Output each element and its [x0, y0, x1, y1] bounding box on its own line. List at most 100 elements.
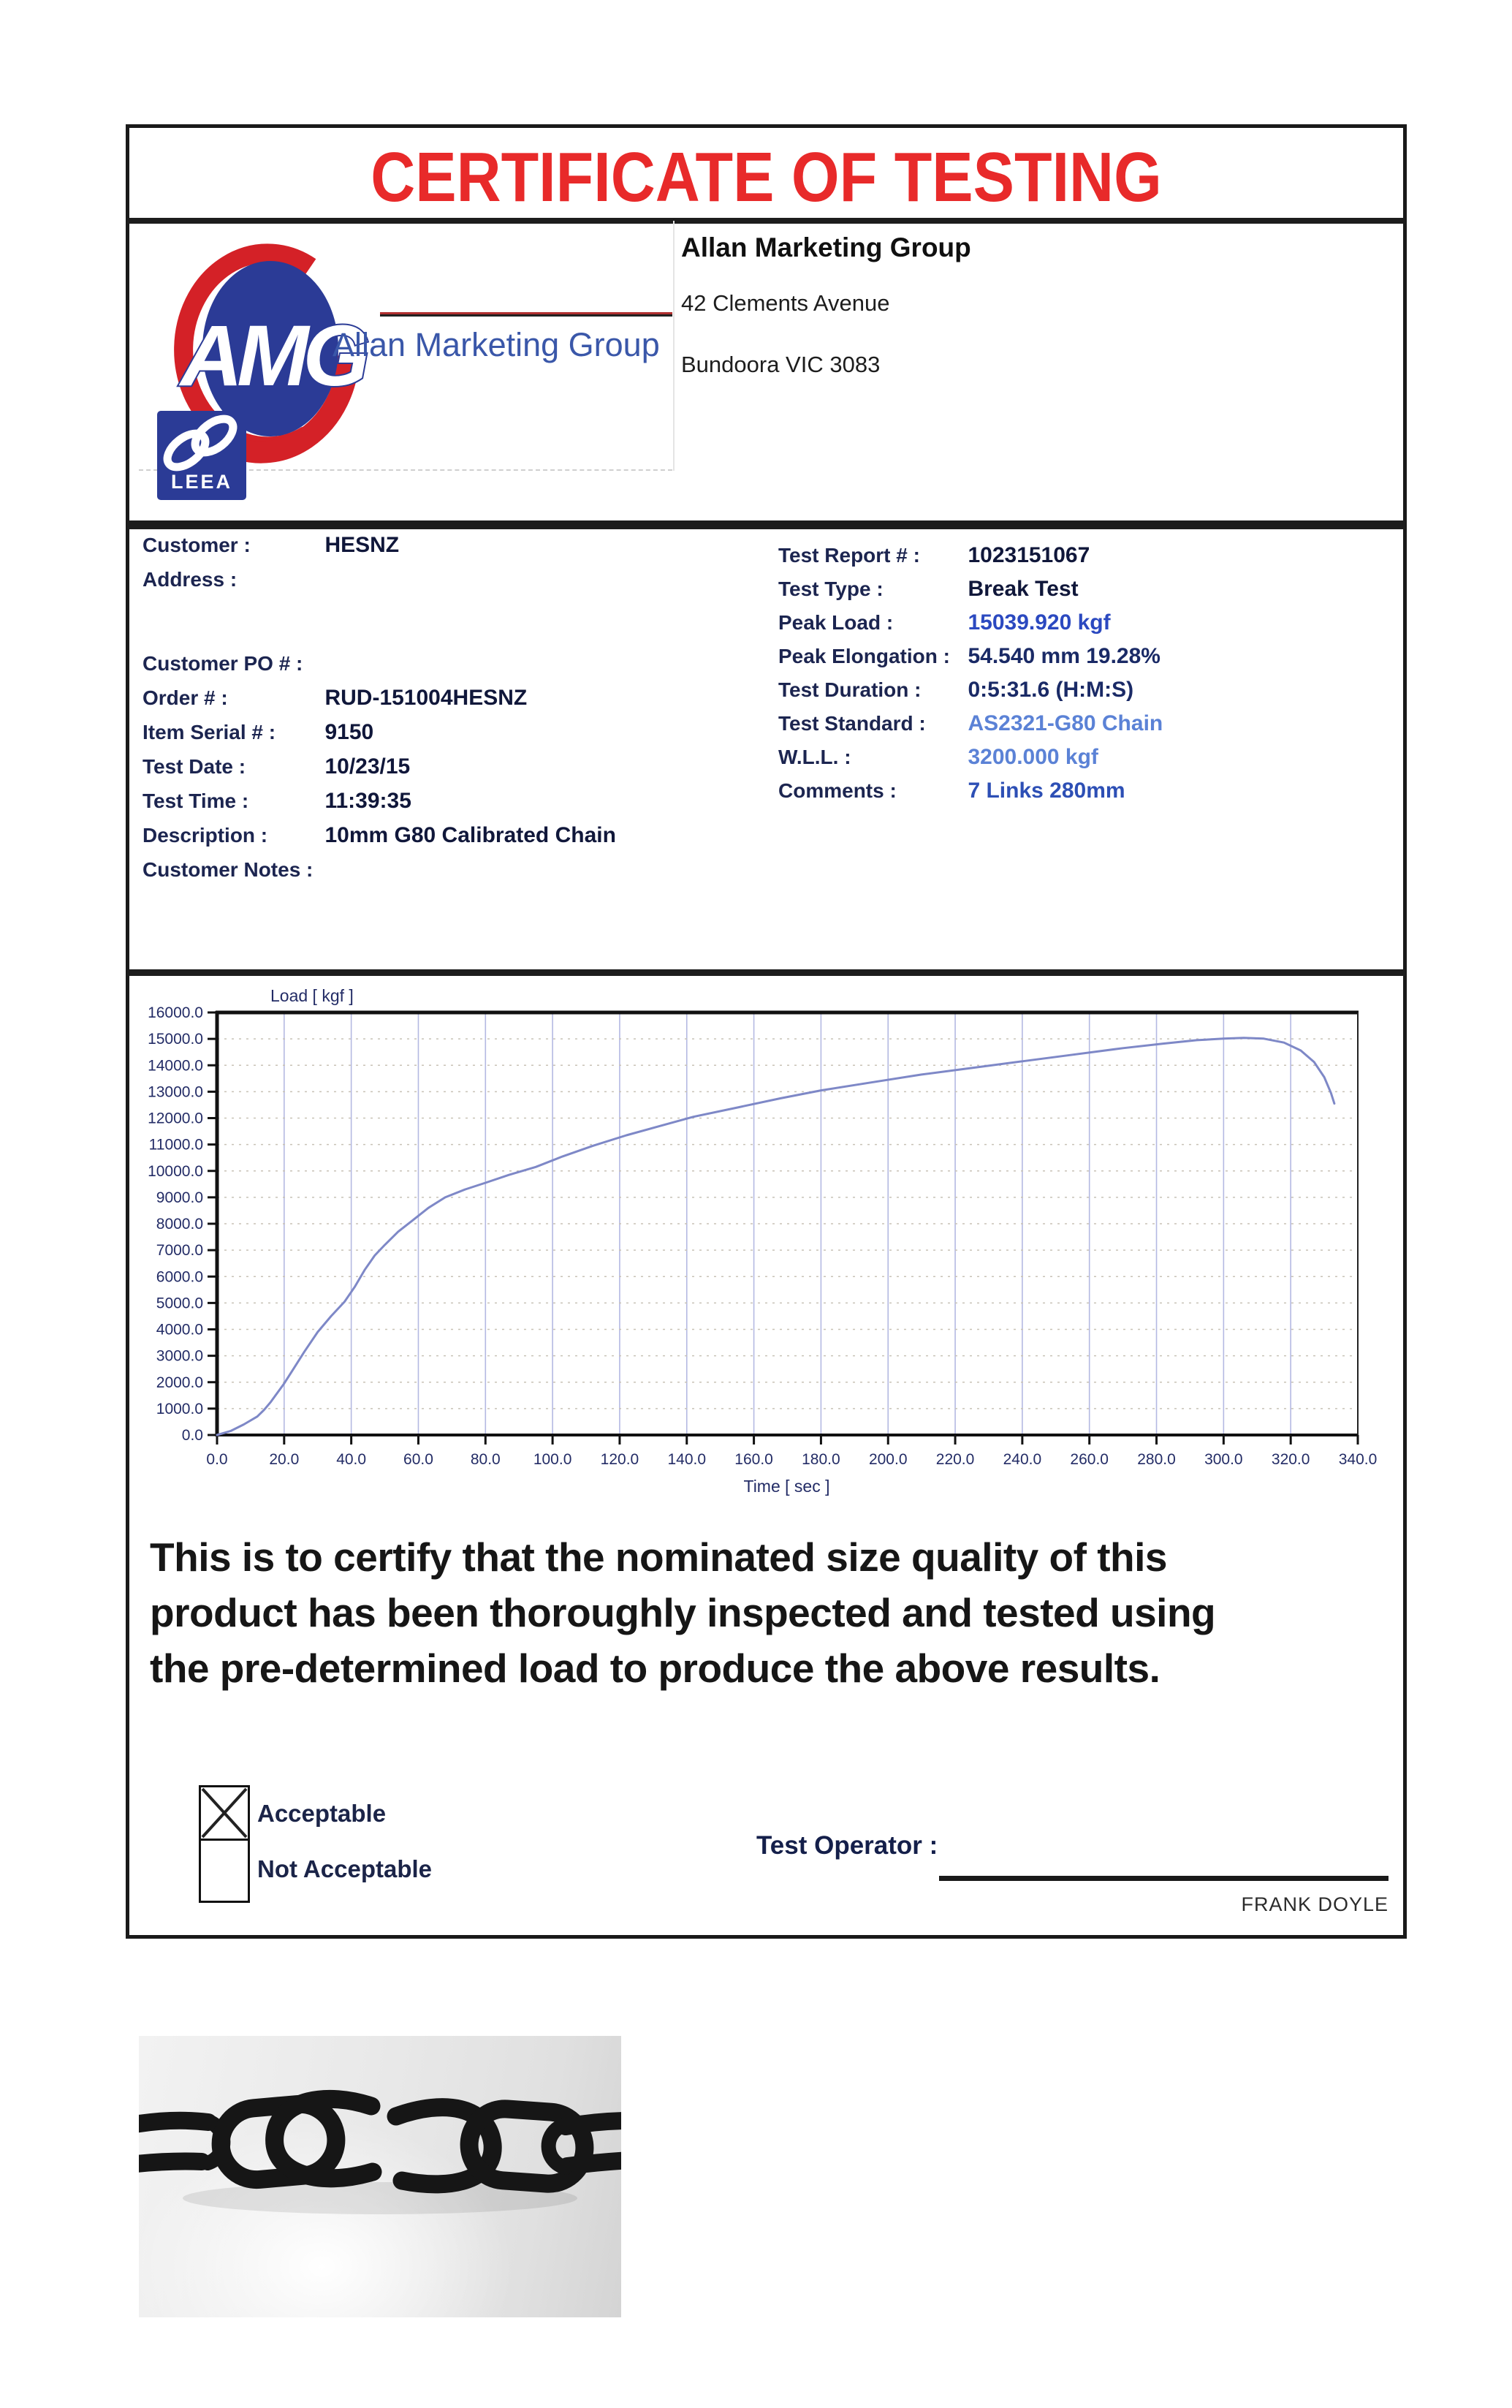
y-tick-label: 15000.0 — [148, 1031, 203, 1048]
info-row: Customer Notes : — [143, 857, 756, 891]
divider — [127, 969, 1405, 976]
y-tick-label: 11000.0 — [149, 1137, 203, 1154]
field-value: HESNZ — [324, 533, 400, 557]
field-value: 10mm G80 Calibrated Chain — [324, 823, 616, 847]
amg-logo-ellipse — [202, 261, 338, 436]
logo-accent-line — [380, 312, 672, 314]
x-tick-label: 180.0 — [802, 1451, 840, 1468]
field-label: Customer : — [143, 534, 251, 556]
info-row: Peak Elongation : 54.540 mm 19.28% — [778, 643, 1392, 677]
y-tick-label: 8000.0 — [156, 1216, 203, 1233]
leea-logo-text: LEEA — [171, 471, 232, 493]
amg-logo-tagline: Allan Marketing Group — [333, 326, 660, 363]
info-row: Test Type : Break Test — [778, 576, 1392, 610]
x-tick-label: 320.0 — [1272, 1451, 1310, 1468]
x-tick-label: 0.0 — [206, 1451, 227, 1468]
y-tick-label: 13000.0 — [148, 1083, 203, 1100]
y-tick-label: 3000.0 — [156, 1348, 203, 1365]
y-tick-label: 4000.0 — [156, 1322, 203, 1339]
x-tick-label: 200.0 — [869, 1451, 908, 1468]
info-row: Test Report # : 1023151067 — [778, 542, 1392, 576]
x-tick-label: 140.0 — [667, 1451, 706, 1468]
certification-line: product has been thoroughly inspected an… — [150, 1590, 1216, 1635]
field-value: 3200.000 kgf — [968, 745, 1098, 769]
field-value: 1023151067 — [968, 543, 1090, 567]
test-operator-name: FRANK DOYLE — [1241, 1893, 1388, 1915]
test-operator-label: Test Operator : — [756, 1831, 938, 1860]
checkbox-not-acceptable — [199, 1839, 250, 1903]
field-value: AS2321-G80 Chain — [968, 711, 1163, 735]
x-tick-label: 40.0 — [336, 1451, 366, 1468]
info-row: Description : 10mm G80 Calibrated Chain — [143, 822, 756, 857]
load-time-chart: 0.0 1000.0 2000.0 3000.0 4000.0 5000.0 6000.0 7… — [148, 986, 1378, 1496]
x-tick-label: 300.0 — [1204, 1451, 1243, 1468]
scanned-logo-edge — [673, 221, 675, 471]
divider — [127, 520, 1405, 529]
x-tick-label: 240.0 — [1003, 1451, 1042, 1468]
field-label: Customer PO # : — [143, 652, 303, 675]
info-row: Peak Load : 15039.920 kgf — [778, 610, 1392, 643]
amg-logo: AMG — [174, 243, 376, 463]
acceptable-label: Acceptable — [257, 1800, 387, 1827]
field-value: Break Test — [968, 577, 1079, 601]
y-tick-label: 16000.0 — [148, 1004, 203, 1021]
broken-chain-illustration — [121, 2089, 640, 2214]
info-row: Item Serial # : 9150 — [143, 719, 756, 754]
company-address-line2: Bundoora VIC 3083 — [681, 352, 881, 377]
field-value: RUD-151004HESNZ — [324, 686, 528, 710]
customer-info-list: Customer : HESNZ Address : Customer PO #… — [143, 532, 756, 891]
field-value: 15039.920 kgf — [968, 610, 1111, 635]
info-row: Address : — [143, 567, 756, 601]
x-tick-label: 120.0 — [601, 1451, 639, 1468]
leea-chain-link-icon — [191, 414, 238, 457]
field-value: 7 Links 280mm — [968, 779, 1125, 803]
field-label: W.L.L. : — [778, 746, 851, 768]
field-label: Address : — [143, 568, 238, 591]
x-tick-label: 20.0 — [269, 1451, 299, 1468]
y-tick-label: 9000.0 — [156, 1189, 203, 1206]
y-tick-label: 12000.0 — [148, 1110, 203, 1127]
certification-line: the pre-determined load to produce the a… — [150, 1646, 1160, 1691]
checkbox-acceptable — [199, 1785, 250, 1841]
amg-logo-red-swoosh-right — [217, 355, 360, 463]
x-tick-label: 100.0 — [533, 1451, 572, 1468]
signature-line — [939, 1876, 1388, 1881]
field-label: Item Serial # : — [143, 721, 276, 743]
broken-chain-photo — [121, 2036, 640, 2317]
info-row: W.L.L. : 3200.000 kgf — [778, 744, 1392, 778]
field-label: Test Duration : — [778, 678, 922, 701]
y-tick-label: 14000.0 — [148, 1057, 203, 1074]
certification-statement: This is to certify that the nominated si… — [150, 1529, 1378, 1696]
y-tick-label: 2000.0 — [156, 1374, 203, 1391]
leea-logo: LEEA — [157, 411, 246, 500]
page-title: CERTIFICATE OF TESTING — [371, 138, 1162, 216]
x-tick-label: 80.0 — [471, 1451, 501, 1468]
info-row: Test Duration : 0:5:31.6 (H:M:S) — [778, 677, 1392, 711]
y-tick-label: 0.0 — [182, 1427, 203, 1444]
chart-area: 0.0 1000.0 2000.0 3000.0 4000.0 5000.0 6000.0 7… — [132, 980, 1396, 1506]
y-tick-label: 6000.0 — [156, 1268, 203, 1285]
company-name: Allan Marketing Group — [681, 232, 971, 262]
x-axis-title: Time [ sec ] — [744, 1477, 830, 1496]
y-tick-label: 7000.0 — [156, 1242, 203, 1259]
field-label: Test Date : — [143, 755, 246, 778]
info-row: Test Date : 10/23/15 — [143, 754, 756, 788]
scanned-logo-edge-bottom — [139, 469, 672, 471]
logo-accent-line-dark — [380, 314, 672, 317]
x-tick-label: 340.0 — [1339, 1451, 1378, 1468]
field-label: Comments : — [778, 779, 897, 802]
info-row: Customer PO # : — [143, 651, 756, 685]
y-axis-title: Load [ kgf ] — [270, 986, 354, 1005]
info-row: Test Time : 11:39:35 — [143, 788, 756, 822]
field-value: 54.540 mm 19.28% — [968, 644, 1160, 668]
test-info-list: Test Report # : 1023151067 Test Type : B… — [778, 542, 1392, 811]
x-mark-icon — [201, 1787, 248, 1839]
field-label: Test Type : — [778, 578, 884, 600]
company-address-line1: 42 Clements Avenue — [681, 290, 890, 316]
amg-logo-monogram: AMG — [178, 308, 368, 404]
field-value: 11:39:35 — [324, 789, 411, 813]
field-label: Test Report # : — [778, 544, 920, 567]
divider — [127, 218, 1405, 224]
x-tick-label: 280.0 — [1137, 1451, 1176, 1468]
